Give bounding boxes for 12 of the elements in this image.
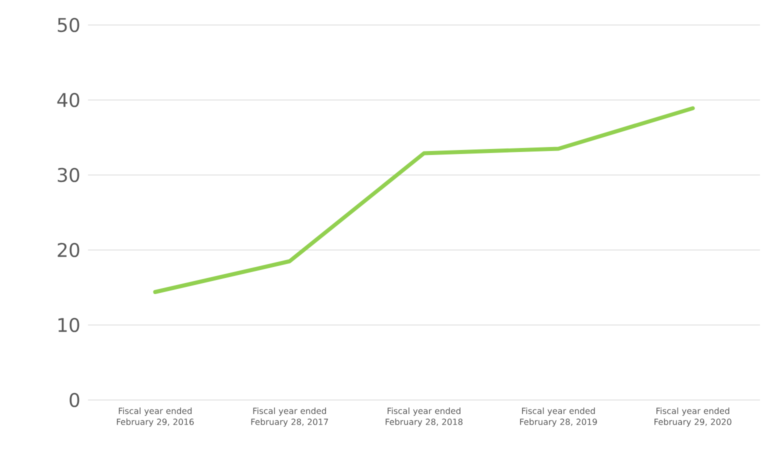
y-tick-label: 30 (58, 168, 80, 182)
line-series (153, 106, 695, 294)
y-tick-label: 10 (58, 318, 80, 332)
x-tick-label: Fiscal year ended February 29, 2020 (654, 408, 732, 427)
y-tick-label: 0 (70, 392, 80, 408)
x-tick-label: Fiscal year ended February 28, 2019 (520, 408, 597, 427)
x-tick-label: Fiscal year ended February 29, 2016 (116, 408, 194, 427)
x-tick-label: Fiscal year ended February 28, 2018 (386, 408, 463, 427)
x-tick-label: Fiscal year ended February 28, 2017 (251, 408, 328, 427)
y-tick-label: 20 (58, 242, 80, 258)
y-tick-label: 40 (57, 92, 80, 108)
y-tick-label: 50 (58, 18, 80, 32)
